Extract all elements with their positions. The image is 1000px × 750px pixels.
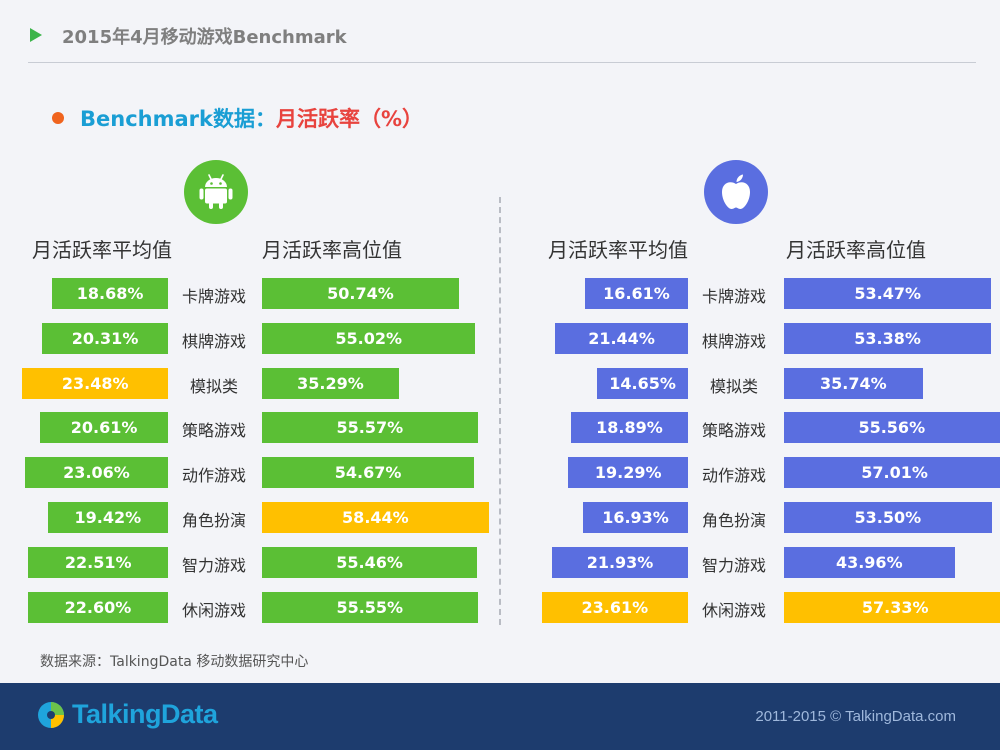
ios-right-header: 月活跃率高位值 [786, 238, 926, 262]
subtitle-part-b: 月活跃率（%） [275, 107, 424, 131]
ios-category-label-0: 卡牌游戏 [701, 287, 766, 306]
ios-avg-bar-7: 23.61% [541, 591, 688, 623]
android-high-bar-1: 55.02% [262, 322, 476, 354]
android-high-bar-4: 54.67% [262, 457, 475, 489]
android-right-header: 月活跃率高位值 [262, 238, 402, 262]
android-high-bar-5: 58.44% [262, 502, 489, 533]
android-high-bar-3: 55.57% [262, 412, 478, 444]
android-icon [199, 174, 233, 209]
ios-category-label-5: 角色扮演 [701, 511, 766, 530]
ios-high-bar-1: 53.38% [784, 322, 992, 354]
android-avg-bar-3: 20.61% [40, 412, 168, 444]
ios-high-bar-4: 57.01% [784, 457, 1000, 489]
ios-avg-bar-2: 14.65% [597, 367, 688, 399]
android-left-header: 月活跃率平均值 [32, 238, 172, 262]
ios-high-bar-3: 55.56% [784, 412, 1000, 444]
ios-avg-bar-5: 16.93% [583, 502, 688, 533]
talkingdata-logo: TalkingData [36, 699, 218, 730]
android-badge [184, 160, 248, 224]
android-high-bar-2: 35.29% [262, 367, 399, 399]
android-avg-bar-1: 20.31% [42, 322, 168, 354]
ios-high-bar-6: 43.96% [784, 546, 955, 578]
android-avg-bar-2: 23.48% [22, 367, 168, 399]
android-high-bar-7: 55.55% [262, 591, 478, 623]
ios-left-header: 月活跃率平均值 [548, 238, 688, 262]
ios-category-label-1: 棋牌游戏 [701, 331, 766, 351]
ios-high-bar-2: 35.74% [784, 367, 923, 399]
android-avg-bar-6: 22.51% [28, 546, 168, 578]
ios-category-label-7: 休闲游戏 [701, 600, 766, 620]
title-divider [28, 62, 976, 63]
android-avg-bar-0: 18.68% [52, 278, 168, 309]
logo-mark-icon [38, 701, 64, 728]
apple-icon [722, 174, 750, 209]
chart-subtitle: Benchmark数据：月活跃率（%） [80, 103, 423, 133]
ios-category-label-3: 策略游戏 [701, 421, 766, 441]
android-high-bar-6: 55.46% [262, 546, 478, 578]
ios-category-label-6: 智力游戏 [701, 555, 766, 575]
ios-avg-bar-0: 16.61% [585, 278, 688, 309]
bullet-dot-icon [52, 112, 64, 124]
logo-text: TalkingData [72, 699, 218, 729]
android-avg-bar-4: 23.06% [25, 457, 168, 489]
copyright-text: 2011-2015 © TalkingData.com [755, 708, 956, 725]
android-avg-bar-5: 19.42% [47, 502, 168, 533]
footer-bar: TalkingData 2011-2015 © TalkingData.com [0, 683, 1000, 750]
android-category-label-0: 卡牌游戏 [181, 287, 246, 306]
android-category-label-3: 策略游戏 [181, 421, 246, 441]
ios-high-bar-5: 53.50% [784, 502, 992, 533]
ios-avg-bar-1: 21.44% [555, 322, 688, 354]
android-avg-bar-7: 22.60% [27, 591, 168, 623]
ios-badge [704, 160, 768, 224]
ios-avg-bar-6: 21.93% [552, 546, 688, 578]
android-category-label-1: 棋牌游戏 [181, 331, 246, 351]
ios-category-label-4: 动作游戏 [701, 466, 766, 486]
android-category-label-7: 休闲游戏 [181, 600, 246, 620]
page-title: 2015年4月移动游戏Benchmark [62, 27, 347, 48]
ios-avg-bar-4: 19.29% [568, 457, 688, 489]
data-source-note: 数据来源：TalkingData 移动数据研究中心 [40, 654, 309, 670]
ios-high-bar-0: 53.47% [784, 278, 992, 309]
android-category-label-5: 角色扮演 [181, 511, 246, 530]
title-arrow-icon [30, 28, 42, 42]
android-category-label-6: 智力游戏 [181, 555, 246, 575]
android-high-bar-0: 50.74% [262, 278, 459, 309]
ios-high-bar-7: 57.33% [784, 591, 1000, 623]
panel-divider [499, 197, 501, 625]
subtitle-part-a: Benchmark数据： [80, 107, 276, 131]
ios-avg-bar-3: 18.89% [570, 412, 688, 444]
android-category-label-4: 动作游戏 [181, 466, 246, 486]
ios-category-label-2: 模拟类 [709, 376, 758, 396]
android-category-label-2: 模拟类 [189, 376, 238, 396]
